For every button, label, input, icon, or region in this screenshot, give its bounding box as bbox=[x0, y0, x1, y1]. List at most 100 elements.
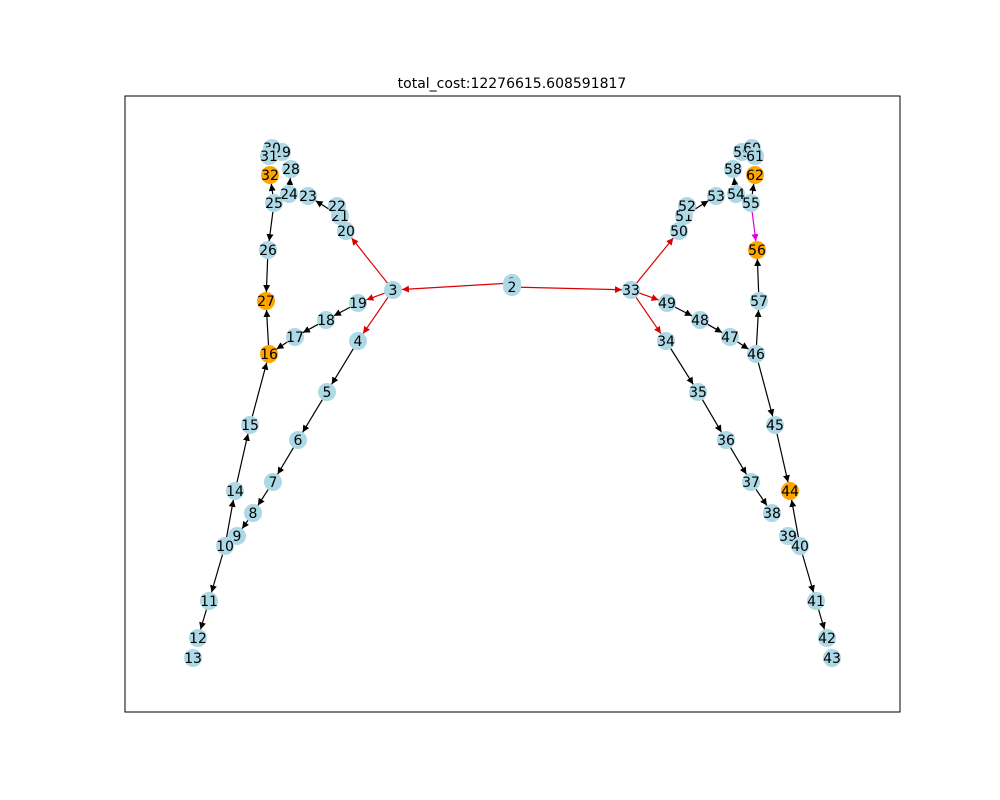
node-25: 25 bbox=[265, 194, 283, 212]
node-circle bbox=[318, 383, 336, 401]
node-label: 42 bbox=[818, 631, 836, 647]
node-label: 23 bbox=[299, 189, 317, 205]
node-circle bbox=[349, 332, 367, 350]
nodes-layer: 1234567891011121314151617181920212223242… bbox=[184, 139, 841, 667]
node-label: 19 bbox=[349, 296, 367, 312]
node-3: 3 bbox=[384, 281, 402, 299]
edge-3-20 bbox=[351, 237, 388, 284]
node-label: 56 bbox=[748, 243, 766, 259]
node-label: 41 bbox=[807, 594, 825, 610]
node-label: 40 bbox=[791, 539, 809, 555]
edge-54-58 bbox=[731, 177, 739, 186]
node-12: 12 bbox=[189, 629, 207, 647]
node-label: 15 bbox=[241, 418, 259, 434]
node-circle bbox=[717, 431, 735, 449]
edge-24-28 bbox=[286, 177, 294, 186]
node-label: 2 bbox=[508, 280, 517, 296]
node-circle bbox=[317, 311, 335, 329]
node-56: 56 bbox=[748, 241, 766, 259]
edge-10-11 bbox=[210, 554, 224, 593]
node-label: 53 bbox=[707, 189, 725, 205]
node-circle bbox=[503, 278, 521, 296]
node-44: 44 bbox=[781, 482, 799, 500]
node-52: 52 bbox=[678, 197, 696, 215]
node-circle bbox=[742, 473, 760, 491]
node-27: 27 bbox=[257, 292, 275, 310]
node-26: 26 bbox=[259, 241, 277, 259]
node-label: 4 bbox=[354, 334, 363, 350]
node-7: 7 bbox=[264, 473, 282, 491]
node-28: 28 bbox=[282, 160, 300, 178]
node-label: 6 bbox=[294, 433, 303, 449]
edge-5-6 bbox=[302, 399, 323, 433]
node-circle bbox=[286, 328, 304, 346]
node-circle bbox=[622, 281, 640, 299]
node-circle bbox=[282, 160, 300, 178]
node-label: 57 bbox=[750, 294, 768, 310]
node-circle bbox=[763, 504, 781, 522]
node-circle bbox=[727, 185, 745, 203]
node-circle bbox=[818, 629, 836, 647]
node-label: 52 bbox=[678, 199, 696, 215]
edge-6-7 bbox=[277, 447, 294, 475]
node-13: 13 bbox=[184, 649, 202, 667]
node-circle bbox=[260, 345, 278, 363]
edge-35-36 bbox=[702, 399, 722, 433]
node-circle bbox=[184, 649, 202, 667]
node-circle bbox=[261, 166, 279, 184]
node-circle bbox=[721, 328, 739, 346]
node-label: 27 bbox=[257, 294, 275, 310]
edge-26-27 bbox=[263, 258, 271, 293]
node-circle bbox=[781, 482, 799, 500]
node-40: 40 bbox=[791, 537, 809, 555]
node-38: 38 bbox=[763, 504, 781, 522]
node-58: 58 bbox=[724, 160, 742, 178]
node-22: 22 bbox=[328, 197, 346, 215]
node-label: 62 bbox=[746, 168, 764, 184]
node-label: 16 bbox=[260, 347, 278, 363]
node-11: 11 bbox=[200, 592, 218, 610]
edge-37-38 bbox=[755, 489, 768, 506]
node-label: 34 bbox=[657, 334, 675, 350]
node-label: 17 bbox=[286, 330, 304, 346]
edge-1-3 bbox=[401, 282, 504, 293]
edge-46-57 bbox=[754, 309, 762, 346]
edge-11-12 bbox=[199, 609, 208, 630]
node-circle bbox=[337, 222, 355, 240]
node-35: 35 bbox=[689, 383, 707, 401]
node-4: 4 bbox=[349, 332, 367, 350]
edge-40-44 bbox=[789, 499, 799, 538]
node-16: 16 bbox=[260, 345, 278, 363]
node-54: 54 bbox=[727, 185, 745, 203]
node-6: 6 bbox=[289, 431, 307, 449]
node-14: 14 bbox=[226, 482, 244, 500]
edge-46-45 bbox=[757, 362, 775, 417]
node-circle bbox=[257, 292, 275, 310]
node-57: 57 bbox=[750, 292, 768, 310]
node-circle bbox=[200, 592, 218, 610]
edge-17-16 bbox=[276, 341, 288, 350]
node-circle bbox=[766, 416, 784, 434]
node-circle bbox=[384, 281, 402, 299]
node-15: 15 bbox=[241, 416, 259, 434]
node-circle bbox=[658, 294, 676, 312]
node-circle bbox=[226, 482, 244, 500]
node-53: 53 bbox=[707, 187, 725, 205]
node-circle bbox=[750, 292, 768, 310]
node-label: 43 bbox=[823, 651, 841, 667]
edge-47-46 bbox=[737, 341, 749, 350]
node-label: 9 bbox=[233, 529, 242, 545]
node-label: 36 bbox=[717, 433, 735, 449]
edge-18-17 bbox=[302, 323, 319, 334]
node-label: 48 bbox=[691, 313, 709, 329]
node-circle bbox=[807, 592, 825, 610]
node-9: 9 bbox=[228, 527, 246, 545]
node-circle bbox=[328, 197, 346, 215]
node-label: 24 bbox=[280, 187, 298, 203]
edge-48-47 bbox=[707, 323, 723, 334]
node-circle bbox=[260, 147, 278, 165]
node-39: 39 bbox=[779, 527, 797, 545]
edge-3-19 bbox=[366, 292, 385, 301]
node-label: 20 bbox=[337, 224, 355, 240]
